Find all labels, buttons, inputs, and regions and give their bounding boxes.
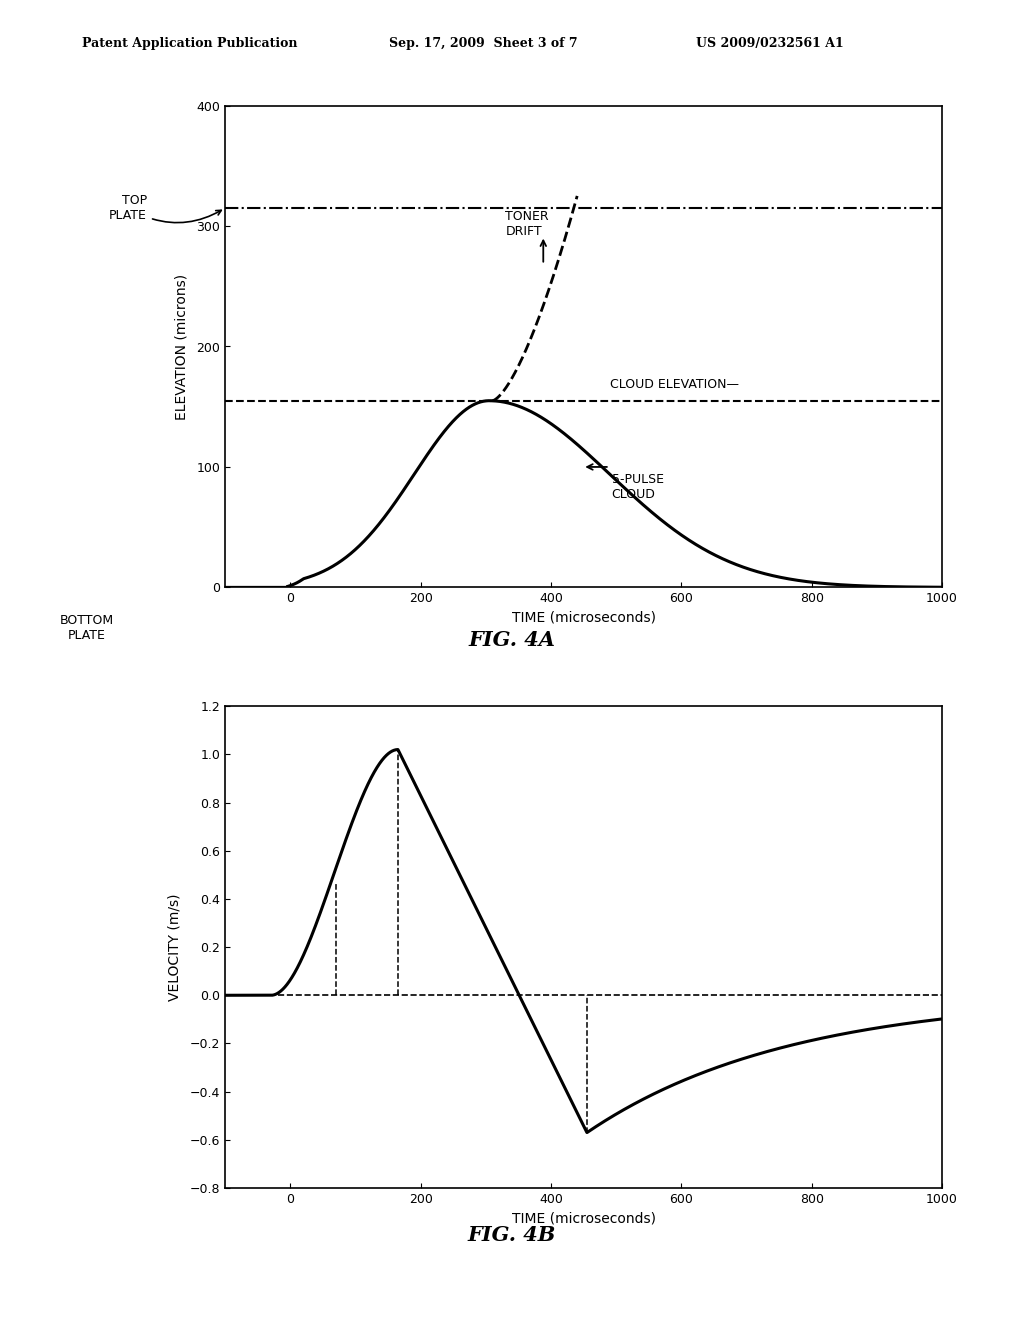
- Y-axis label: VELOCITY (m/s): VELOCITY (m/s): [168, 894, 181, 1001]
- Text: CLOUD ELEVATION—: CLOUD ELEVATION—: [609, 378, 738, 391]
- Text: Sep. 17, 2009  Sheet 3 of 7: Sep. 17, 2009 Sheet 3 of 7: [389, 37, 578, 50]
- Text: TOP
PLATE: TOP PLATE: [110, 194, 221, 223]
- X-axis label: TIME (microseconds): TIME (microseconds): [512, 611, 655, 624]
- Text: 5-PULSE
CLOUD: 5-PULSE CLOUD: [611, 473, 664, 502]
- Text: US 2009/0232561 A1: US 2009/0232561 A1: [696, 37, 844, 50]
- Text: Patent Application Publication: Patent Application Publication: [82, 37, 297, 50]
- X-axis label: TIME (microseconds): TIME (microseconds): [512, 1212, 655, 1225]
- Text: BOTTOM
PLATE: BOTTOM PLATE: [60, 614, 114, 642]
- Text: FIG. 4A: FIG. 4A: [469, 630, 555, 649]
- Text: TONER
DRIFT: TONER DRIFT: [506, 210, 549, 238]
- Y-axis label: ELEVATION (microns): ELEVATION (microns): [174, 273, 188, 420]
- Text: FIG. 4B: FIG. 4B: [468, 1225, 556, 1245]
